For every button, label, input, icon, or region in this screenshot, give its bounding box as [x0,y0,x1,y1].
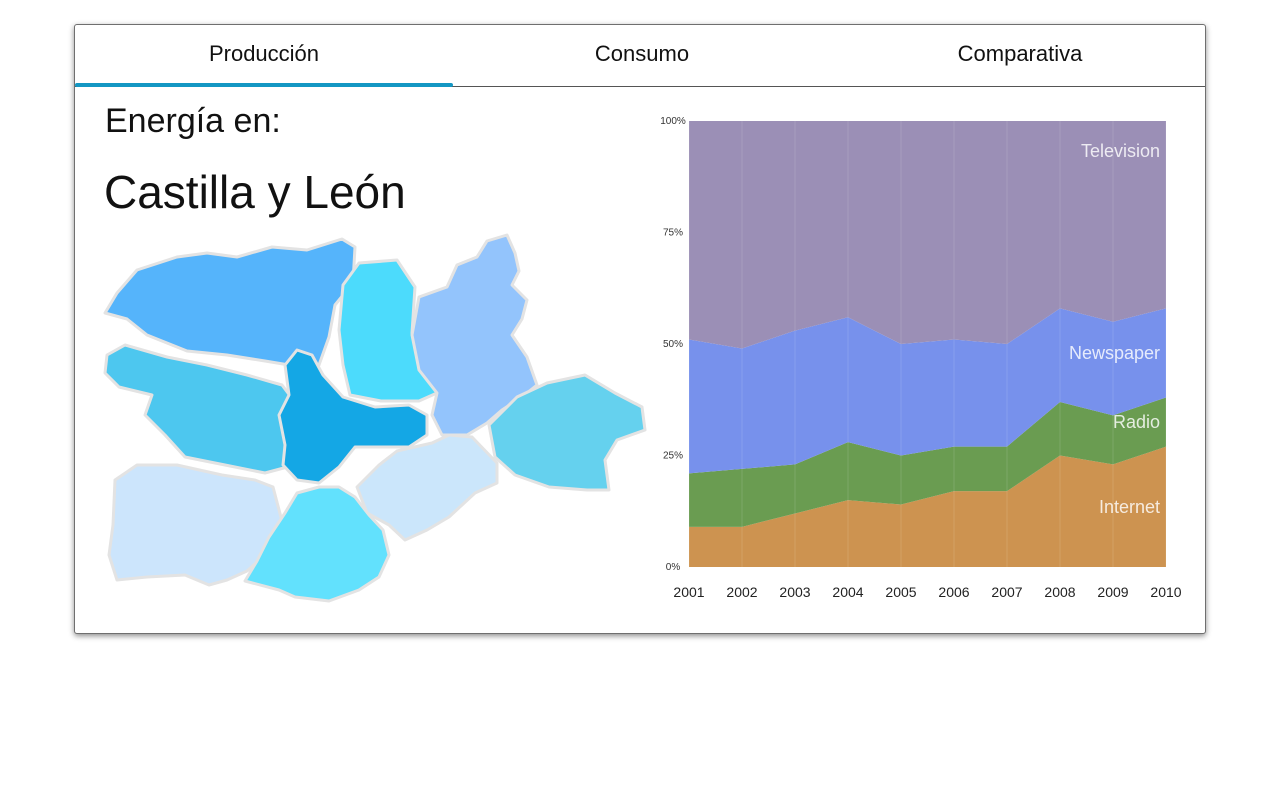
series-label-internet: Internet [1099,497,1160,517]
heading-prefix: Energía en: [105,102,281,140]
x-tick-label: 2010 [1150,584,1181,600]
tab-consumo[interactable]: Consumo [594,41,690,66]
province-avila[interactable] [243,485,391,603]
tab-produccion[interactable]: Producción [208,41,320,66]
x-tick-label: 2002 [726,584,757,600]
area-radio [689,397,1166,527]
tab-bar: Producción Consumo Comparativa [75,25,1205,87]
y-tick-label: 25% [663,451,683,462]
province-zamora[interactable] [103,343,299,475]
chart-x-axis: 2001 2002 2003 2004 2005 2006 2007 2008 2009 2010 [673,584,1181,600]
area-newspaper [689,308,1166,474]
x-tick-label: 2004 [832,584,863,600]
series-label-radio: Radio [1113,412,1160,432]
chart-series-labels: Internet Radio Newspaper Television [1069,141,1160,517]
area-internet [689,446,1166,567]
y-tick-label: 75% [663,228,683,239]
tab-comparativa[interactable]: Comparativa [957,41,1083,66]
region-title: Castilla y León [104,166,406,218]
province-valladolid[interactable] [277,348,429,485]
series-label-newspaper: Newspaper [1069,343,1160,363]
province-leon[interactable] [103,237,357,369]
x-tick-label: 2007 [991,584,1022,600]
tab-divider [75,86,1205,87]
series-label-television: Television [1081,141,1160,161]
region-map [103,233,647,603]
province-salamanca[interactable] [107,463,285,587]
x-tick-label: 2006 [938,584,969,600]
province-segovia[interactable] [355,433,499,542]
content-card: Producción Consumo Comparativa Energía e… [74,24,1206,634]
x-tick-label: 2009 [1097,584,1128,600]
active-tab-indicator [75,83,453,87]
province-soria[interactable] [487,373,647,492]
x-tick-label: 2001 [673,584,704,600]
chart-y-axis: 0% 25% 50% 75% 100% [660,116,686,573]
media-share-chart: 0% 25% 50% 75% 100% 2001 2002 2003 2004 2005 2006… [660,116,1182,600]
y-tick-label: 50% [663,339,683,350]
y-tick-label: 0% [666,562,681,573]
x-tick-label: 2003 [779,584,810,600]
province-burgos[interactable] [410,233,539,437]
y-tick-label: 100% [660,116,686,127]
area-television [689,121,1166,349]
x-tick-label: 2005 [885,584,916,600]
x-tick-label: 2008 [1044,584,1075,600]
chart-plot-area [688,121,1167,567]
